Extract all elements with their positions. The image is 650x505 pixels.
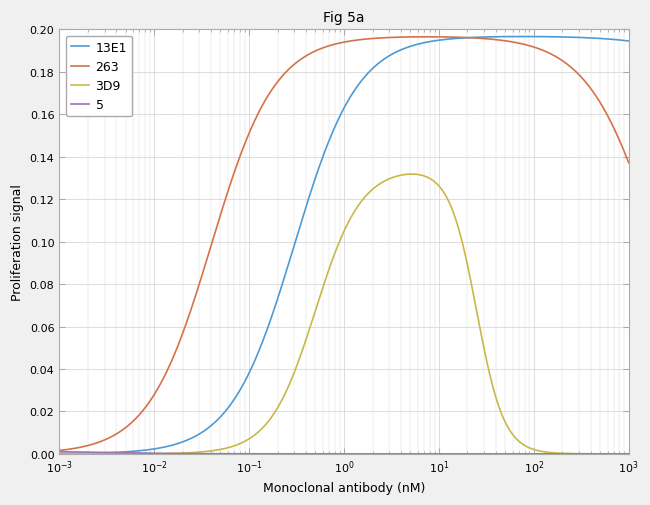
263 — [298, 56, 306, 62]
3D9 — [625, 451, 632, 457]
263 — [552, 55, 560, 61]
263 — [120, 426, 128, 432]
Legend: 13E1, 263, 3D9, 5: 13E1, 263, 3D9, 5 — [66, 37, 132, 117]
13E1 — [298, 216, 306, 222]
3D9 — [154, 450, 162, 457]
3D9 — [55, 451, 63, 457]
Y-axis label: Proliferation signal: Proliferation signal — [11, 184, 24, 300]
5 — [625, 451, 632, 457]
5 — [120, 450, 128, 456]
Line: 263: 263 — [59, 38, 629, 450]
3D9 — [552, 450, 560, 456]
Title: Fig 5a: Fig 5a — [323, 11, 365, 25]
5 — [298, 451, 306, 457]
5 — [154, 450, 162, 457]
263 — [422, 35, 430, 41]
13E1 — [614, 38, 621, 44]
13E1 — [120, 449, 128, 455]
13E1 — [519, 34, 526, 40]
5 — [614, 451, 621, 457]
Line: 13E1: 13E1 — [59, 37, 629, 453]
263 — [614, 134, 621, 140]
5 — [55, 449, 63, 455]
X-axis label: Monoclonal antibody (nM): Monoclonal antibody (nM) — [263, 481, 425, 494]
5 — [274, 451, 281, 457]
13E1 — [55, 450, 63, 457]
263 — [55, 447, 63, 453]
Line: 3D9: 3D9 — [59, 175, 629, 454]
3D9 — [298, 348, 306, 354]
13E1 — [552, 35, 560, 41]
3D9 — [614, 451, 621, 457]
3D9 — [120, 451, 128, 457]
13E1 — [154, 445, 162, 451]
263 — [274, 80, 281, 86]
Line: 5: 5 — [59, 452, 629, 454]
5 — [552, 451, 560, 457]
263 — [154, 385, 162, 391]
3D9 — [408, 172, 415, 178]
263 — [625, 160, 632, 166]
13E1 — [625, 39, 632, 45]
3D9 — [274, 405, 281, 411]
13E1 — [274, 296, 281, 302]
